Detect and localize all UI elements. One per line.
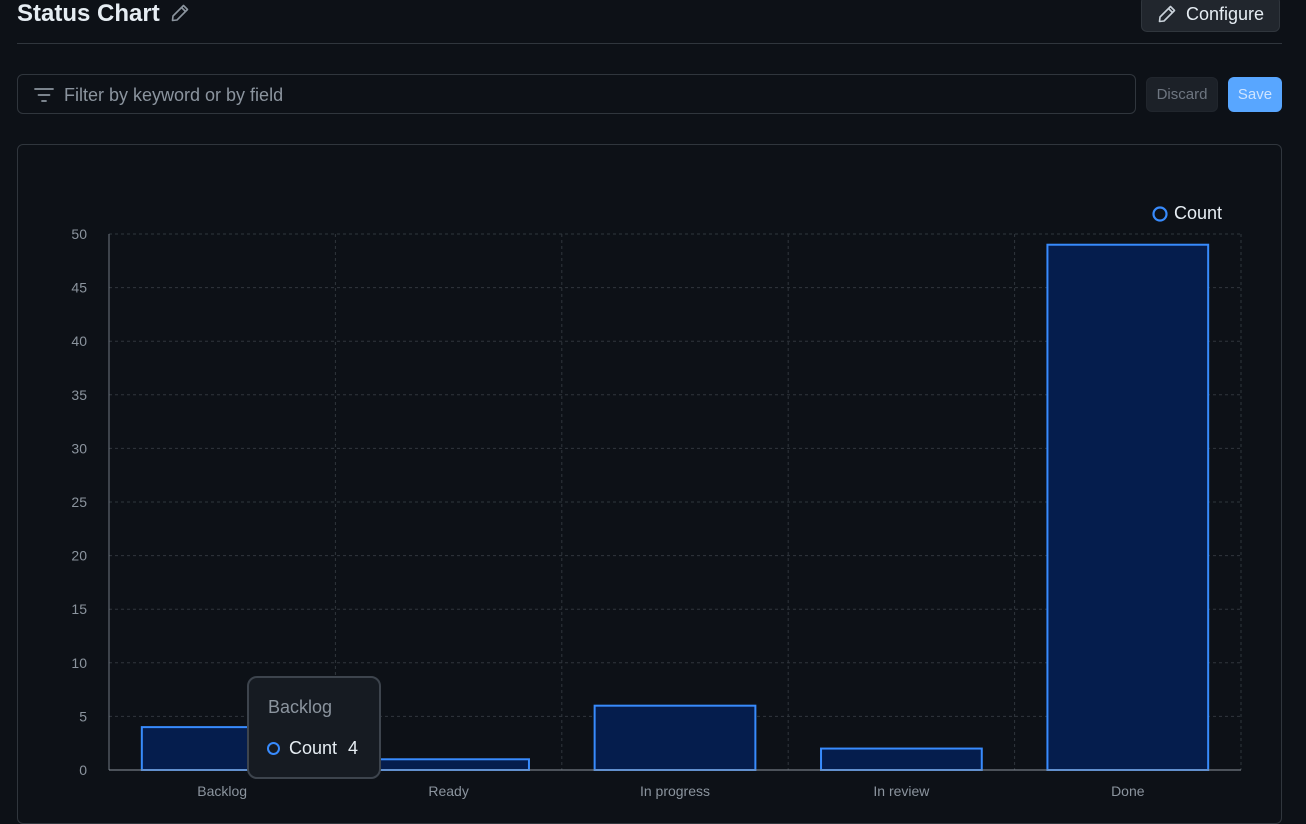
pencil-icon bbox=[1158, 5, 1176, 23]
y-tick-label: 15 bbox=[71, 601, 87, 617]
tooltip-category: Backlog bbox=[268, 697, 333, 717]
y-tick-label: 25 bbox=[71, 494, 87, 510]
y-tick-label: 35 bbox=[71, 387, 87, 403]
filter-bar[interactable] bbox=[17, 74, 1136, 115]
y-tick-label: 10 bbox=[71, 655, 87, 671]
filter-input[interactable] bbox=[62, 75, 1126, 115]
y-tick-label: 30 bbox=[71, 440, 87, 456]
y-tick-label: 5 bbox=[79, 708, 87, 724]
x-tick-label: In review bbox=[873, 783, 930, 799]
pencil-icon[interactable] bbox=[170, 3, 190, 23]
divider bbox=[17, 43, 1282, 44]
save-button[interactable]: Save bbox=[1228, 77, 1282, 112]
x-tick-label: In progress bbox=[640, 783, 710, 799]
x-tick-label: Backlog bbox=[197, 783, 247, 799]
filter-icon bbox=[34, 88, 54, 102]
y-tick-label: 45 bbox=[71, 280, 87, 296]
x-tick-label: Done bbox=[1111, 783, 1145, 799]
chart-tooltip: Backlog Count 4 bbox=[247, 676, 381, 779]
y-tick-label: 40 bbox=[71, 333, 87, 349]
y-tick-label: 0 bbox=[79, 762, 87, 778]
bar bbox=[820, 747, 983, 771]
x-tick-label: Ready bbox=[428, 783, 468, 799]
chart-header: Status Chart Configure bbox=[0, 0, 1306, 44]
configure-label: Configure bbox=[1185, 3, 1265, 24]
bar bbox=[593, 704, 757, 771]
bar-chart: 0 5 10 15 20 25 30 35 40 45 50 Backlog Ready In progr… bbox=[71, 203, 1242, 799]
bar bbox=[1046, 243, 1210, 772]
y-tick-label: 20 bbox=[71, 548, 87, 564]
series-marker-icon bbox=[267, 742, 280, 755]
discard-button[interactable]: Discard bbox=[1146, 77, 1218, 112]
tooltip-value: 4 bbox=[348, 738, 359, 758]
bar bbox=[367, 758, 530, 772]
legend-marker bbox=[1152, 206, 1168, 222]
legend-label: Count bbox=[1174, 203, 1222, 223]
tooltip-row: Count 4 bbox=[267, 738, 358, 759]
configure-button[interactable]: Configure bbox=[1141, 0, 1280, 32]
y-tick-label: 50 bbox=[71, 226, 87, 242]
tooltip-series: Count bbox=[289, 738, 338, 758]
page-title: Status Chart bbox=[17, 0, 160, 27]
